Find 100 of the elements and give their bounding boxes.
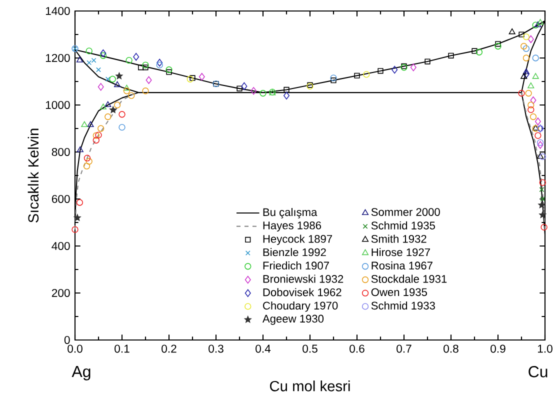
point [146, 76, 152, 84]
point [539, 211, 546, 218]
text: Ag [72, 366, 90, 380]
legend-label: Bienzle 1992 [263, 248, 326, 256]
point [540, 196, 546, 202]
point [98, 83, 104, 91]
point [84, 154, 91, 162]
point [508, 28, 516, 34]
y-tick-label: 800 [52, 148, 70, 156]
point [518, 32, 524, 38]
point [76, 199, 84, 206]
point [284, 92, 290, 100]
point [534, 132, 542, 139]
legend-label: Rosina 1967 [372, 261, 432, 270]
point [123, 88, 130, 94]
point [537, 19, 544, 25]
x-tick-label: 0.4 [256, 344, 271, 353]
point [86, 158, 92, 165]
point [76, 146, 84, 152]
point [530, 113, 537, 120]
point [522, 54, 530, 62]
point [100, 49, 106, 58]
point [166, 69, 172, 75]
point [116, 72, 123, 80]
point [87, 121, 94, 128]
y-tick-label: 600 [52, 194, 70, 203]
x-tick-label: 0.8 [444, 344, 458, 353]
point [236, 86, 242, 92]
point [534, 118, 541, 126]
point [363, 71, 370, 78]
legend-label: Sommer 2000 [371, 208, 440, 216]
point [528, 82, 534, 88]
point [92, 136, 100, 144]
point [95, 132, 102, 138]
x-tick-label: 0.0 [68, 344, 82, 353]
point [528, 102, 534, 108]
point [104, 113, 112, 120]
point [156, 58, 163, 67]
legend-label: Hayes 1986 [263, 221, 322, 232]
point [530, 96, 536, 104]
point [538, 202, 546, 208]
point [81, 121, 88, 128]
point [126, 57, 132, 64]
point [142, 88, 149, 94]
x-tick-label: 0.5 [302, 344, 318, 353]
point [528, 35, 534, 44]
point [518, 90, 525, 97]
x-tick-label: 0.9 [490, 344, 506, 353]
point [520, 73, 528, 79]
x-tick-label: 0.6 [350, 344, 364, 353]
x-tick-label: 0.3 [208, 344, 224, 353]
point [522, 68, 530, 74]
point [525, 90, 532, 97]
legend-label: Friedich 1907 [263, 261, 329, 270]
point [92, 132, 100, 139]
point [424, 58, 430, 64]
point [532, 22, 539, 28]
point [109, 76, 116, 82]
point [83, 162, 90, 170]
point [110, 106, 117, 113]
text: Cu [528, 366, 548, 378]
point [123, 84, 130, 91]
point [448, 52, 454, 58]
y-tick-label: 1400 [46, 6, 70, 15]
point [96, 67, 101, 72]
point [539, 187, 544, 192]
point [105, 76, 110, 82]
x-axis-title: Cu mol kesri [270, 380, 350, 392]
point [392, 66, 398, 74]
point [166, 66, 172, 74]
x-tick-label: 0.7 [396, 344, 412, 353]
legend-label: Ageew 1930 [262, 314, 324, 325]
point [330, 78, 336, 84]
legend-label: Broniewski 1932 [263, 274, 344, 283]
y-tick-label: 200 [52, 288, 70, 297]
y-tick-label: 1200 [46, 54, 70, 62]
point [100, 52, 107, 59]
point [250, 87, 257, 95]
point [472, 48, 478, 54]
point [354, 72, 360, 78]
point [74, 214, 81, 221]
legend-label: Owen 1935 [371, 288, 427, 296]
legend-label: Stockdale 1931 [371, 274, 447, 283]
legend-label: Dobovisek 1962 [263, 288, 342, 296]
legend-label: Schmid 1933 [371, 301, 435, 310]
point [532, 73, 539, 79]
point [133, 52, 140, 61]
y-tick-label: 400 [52, 242, 70, 250]
legend-label: Heycock 1897 [263, 234, 332, 245]
point [241, 82, 248, 90]
point [330, 74, 337, 82]
point [410, 64, 416, 72]
point [100, 104, 106, 110]
point [378, 68, 384, 74]
point [72, 226, 78, 233]
point [523, 70, 530, 78]
legend-label: Smith 1932 [371, 234, 426, 243]
point [98, 125, 104, 132]
point [476, 48, 483, 56]
legend-label: Schmid 1935 [371, 221, 435, 230]
